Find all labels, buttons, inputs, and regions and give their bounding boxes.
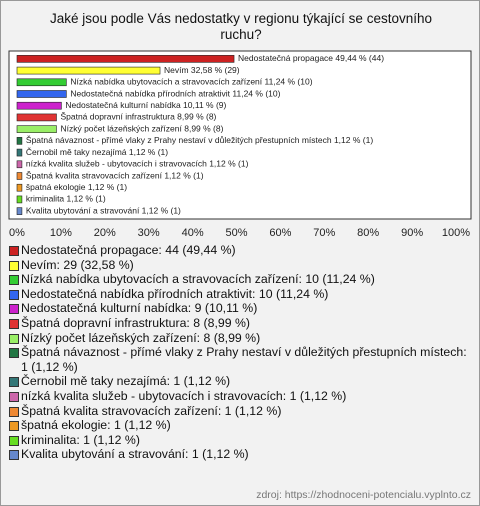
legend-item: Kvalita ubytování a stravování: 1 (1,12 …	[9, 447, 471, 462]
legend-item: Špatná návaznost - přímé vlaky z Prahy n…	[9, 345, 471, 374]
bar	[16, 90, 67, 98]
legend-swatch	[9, 289, 19, 300]
bar	[16, 172, 23, 180]
x-tick-label: 30%	[138, 227, 160, 239]
legend-item: Nevím: 29 (32,58 %)	[9, 258, 471, 273]
bar	[16, 195, 23, 204]
bar	[16, 78, 67, 87]
plot-frame	[8, 50, 472, 220]
legend-label: Nedostatečná propagace: 44 (49,44 %)	[21, 243, 236, 257]
legend-swatch	[9, 246, 19, 256]
value-label: Špatná kvalita stravovacích zařízení 1,1…	[26, 170, 204, 180]
legend-label: Špatná kvalita stravovacích zařízení: 1 …	[21, 403, 282, 418]
x-tick-label: 20%	[94, 227, 116, 239]
value-label: Nedostatečná kulturní nabídka 10,11 % (9…	[65, 100, 226, 110]
legend-item: kriminalita: 1 (1,12 %)	[9, 433, 471, 448]
legend-swatch	[9, 450, 19, 461]
x-tick-label: 100%	[442, 227, 470, 239]
legend-label: Nevím: 29 (32,58 %)	[21, 257, 134, 272]
legend-swatch	[9, 348, 19, 359]
legend-item: špatná ekologie: 1 (1,12 %)	[9, 418, 471, 433]
bar	[16, 66, 161, 75]
legend-swatch	[9, 421, 19, 432]
bar	[16, 183, 23, 192]
legend-label: Špatná dopravní infrastruktura: 8 (8,99 …	[21, 315, 250, 330]
legend-item: nízká kvalita služeb - ubytovacích i str…	[9, 389, 471, 404]
legend-item: Nedostatečná kulturní nabídka: 9 (10,11 …	[9, 301, 471, 316]
legend-label: kriminalita: 1 (1,12 %)	[21, 432, 140, 447]
legend-swatch	[9, 260, 19, 271]
bar	[16, 207, 23, 215]
bar	[16, 148, 23, 157]
value-label: Nízký počet lázeňských zařízení 8,99 % (…	[60, 123, 223, 133]
value-label: Nedostatečná propagace 49,44 % (44)	[238, 53, 384, 63]
x-tick-label: 90%	[401, 227, 423, 239]
legend-item: Špatná dopravní infrastruktura: 8 (8,99 …	[9, 316, 471, 331]
bar	[16, 101, 62, 110]
x-tick-label: 80%	[357, 227, 379, 239]
legend-item: Špatná kvalita stravovacích zařízení: 1 …	[9, 404, 471, 419]
x-tick-label: 0%	[9, 227, 25, 239]
legend-label: Nedostatečná kulturní nabídka: 9 (10,11 …	[21, 301, 258, 316]
legend-label: Kvalita ubytování a stravování: 1 (1,12 …	[21, 447, 249, 462]
legend-label: špatná ekologie: 1 (1,12 %)	[21, 418, 171, 433]
legend-swatch	[9, 275, 19, 286]
value-label: nízká kvalita služeb - ubytovacích i str…	[26, 159, 249, 169]
x-tick-label: 50%	[225, 227, 247, 239]
legend-item: Nízký počet lázeňských zařízení: 8 (8,99…	[9, 331, 471, 346]
legend-swatch	[9, 304, 19, 315]
x-tick-label: 10%	[50, 227, 72, 239]
bar	[16, 55, 235, 63]
legend-swatch	[9, 391, 19, 402]
legend: Nedostatečná propagace: 44 (49,44 %) Neví…	[9, 243, 471, 462]
legend-swatch	[9, 377, 19, 388]
legend-item: Nedostatečná propagace: 44 (49,44 %)	[9, 243, 471, 258]
x-tick-label: 40%	[182, 227, 204, 239]
legend-item: Černobil mě taky nezajímá: 1 (1,12 %)	[9, 374, 471, 389]
legend-swatch	[9, 435, 19, 446]
legend-label: nízká kvalita služeb - ubytovacích i str…	[21, 388, 347, 403]
value-label: kriminalita 1,12 % (1)	[26, 194, 106, 204]
chart-title: Jaké jsou podle Vás nedostatky v regionu…	[50, 11, 432, 42]
legend-label: Černobil mě taky nezajímá: 1 (1,12 %)	[21, 374, 231, 389]
bar	[16, 160, 23, 169]
value-label: Špatná návaznost - přímé vlaky z Prahy n…	[26, 135, 373, 145]
legend-label: Špatná návaznost - přímé vlaky z Prahy n…	[21, 345, 467, 374]
bar	[16, 125, 57, 133]
source: zdroj: https://zhodnoceni-potencialu.vyp…	[256, 489, 471, 501]
value-label: Nedostatečná nabídka přírodních atraktiv…	[70, 88, 280, 98]
legend-swatch	[9, 333, 19, 344]
plot: 0% 10% 20% 30% 40% 50% 60% 70% 80% 90% 100% Nedosta…	[8, 50, 472, 239]
value-label: Černobil mě taky nezajímá 1,12 % (1)	[26, 147, 168, 157]
value-label: Nevím 32,58 % (29)	[164, 65, 240, 75]
value-label: špatná ekologie 1,12 % (1)	[26, 182, 127, 192]
bar	[16, 137, 23, 145]
x-tick-label: 60%	[269, 227, 291, 239]
legend-item: Nedostatečná nabídka přírodních atraktiv…	[9, 287, 471, 302]
legend-label: Nízký počet lázeňských zařízení: 8 (8,99…	[21, 330, 261, 345]
legend-swatch	[9, 406, 19, 417]
legend-swatch	[9, 318, 19, 329]
value-label: Kvalita ubytování a stravování 1,12 % (1…	[26, 205, 181, 215]
bar	[16, 113, 57, 122]
value-label: Špatná dopravní infrastruktura 8,99 % (8…	[60, 112, 216, 122]
legend-label: Nedostatečná nabídka přírodních atraktiv…	[21, 286, 329, 301]
value-label: Nízká nabídka ubytovacích a stravovacích…	[70, 77, 312, 87]
legend-item: Nízká nabídka ubytovacích a stravovacích…	[9, 272, 471, 287]
x-tick-label: 70%	[313, 227, 335, 239]
legend-label: Nízká nabídka ubytovacích a stravovacích…	[21, 272, 375, 287]
